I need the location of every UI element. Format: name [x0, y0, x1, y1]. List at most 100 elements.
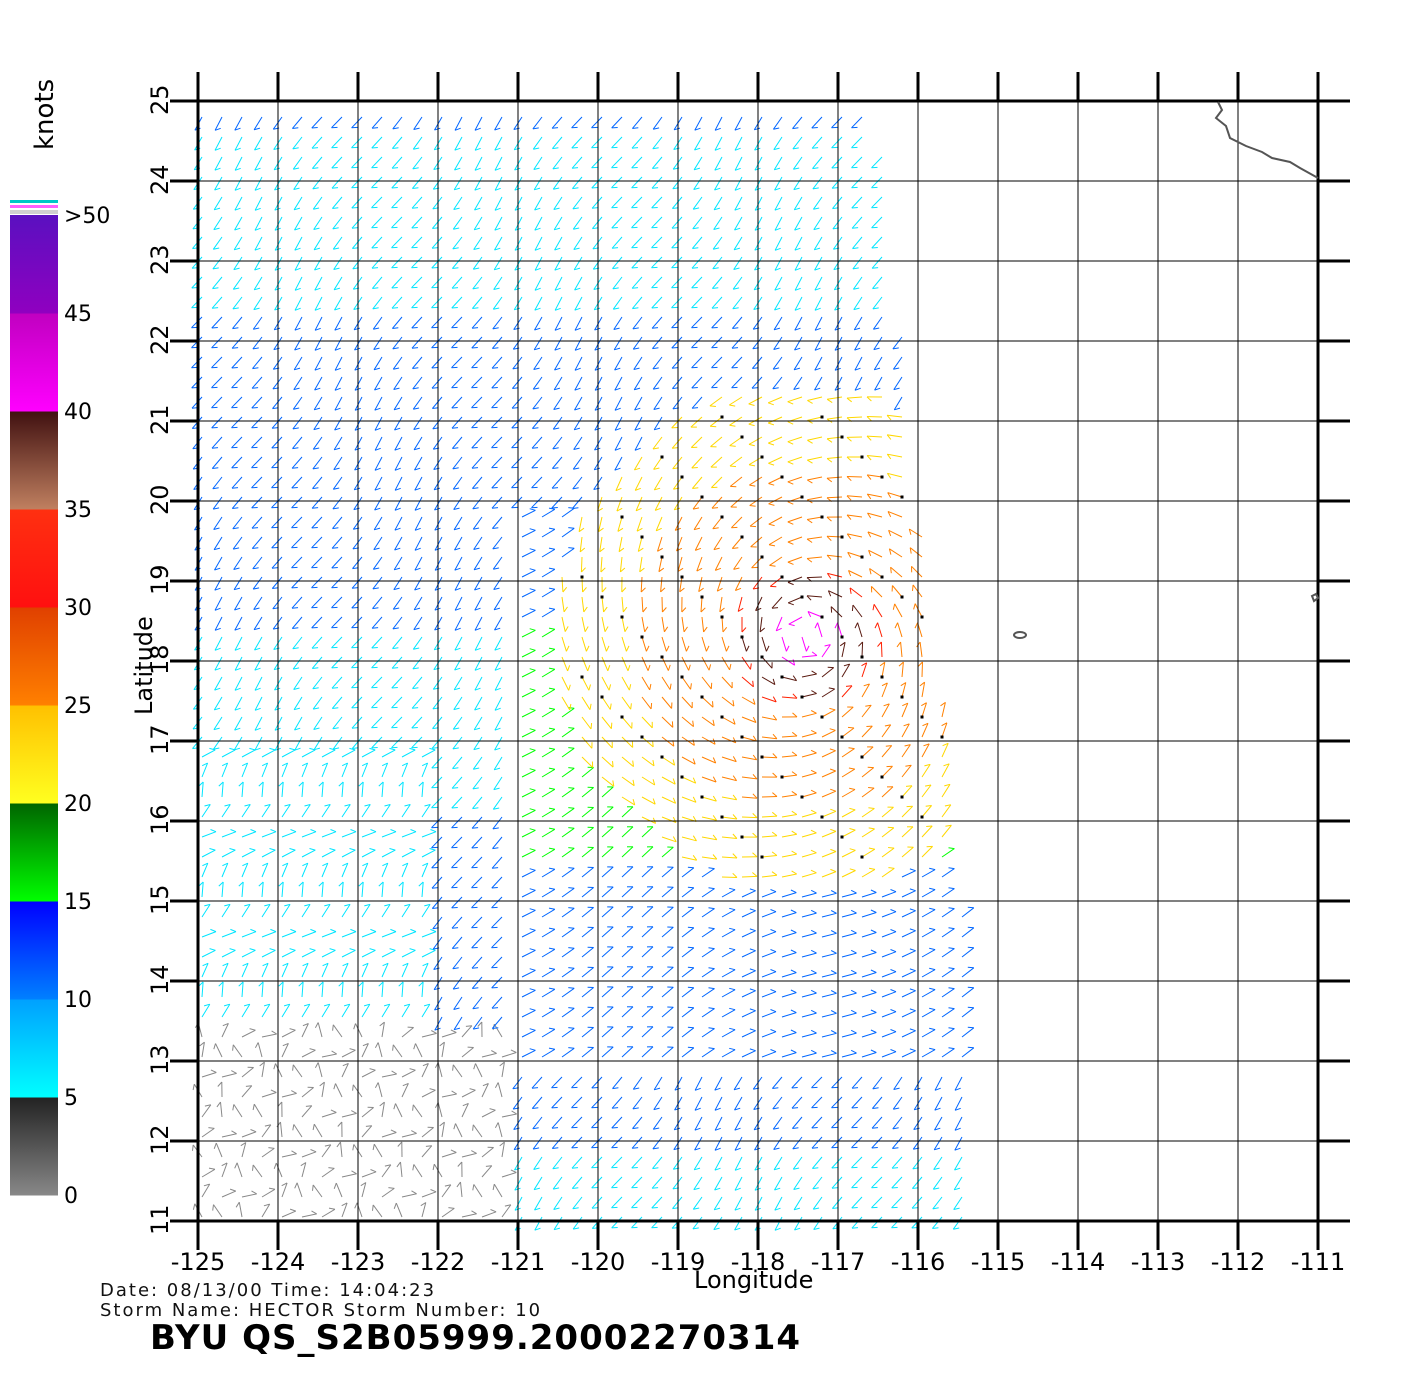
map-grid: [170, 72, 1350, 1250]
wind-barb: [774, 1216, 783, 1231]
wind-barb: [721, 1009, 736, 1018]
wind-barb: [521, 849, 536, 858]
wind-barb-flag: [814, 347, 821, 351]
wind-barb: [351, 176, 363, 189]
wind-barb: [432, 196, 443, 210]
wind-barb-flag: [872, 604, 875, 611]
wind-barb: [372, 296, 383, 310]
wind-barb: [621, 636, 627, 652]
wind-barb: [693, 1156, 703, 1171]
wind-barb: [793, 356, 803, 371]
wind-barb: [374, 456, 383, 471]
wind-barb: [481, 1211, 497, 1218]
wind-barb: [871, 586, 883, 598]
wind-barb: [401, 1132, 417, 1138]
rain-flag-dot: [680, 575, 684, 579]
wind-barb: [241, 1193, 257, 1198]
wind-barb-flag: [694, 1087, 701, 1091]
wind-barb-flag: [372, 587, 379, 590]
wind-barb: [553, 1216, 563, 1230]
wind-barb: [592, 216, 603, 229]
wind-barb: [332, 476, 343, 490]
wind-barb-flag: [854, 387, 861, 391]
wind-barb: [541, 748, 556, 758]
wind-barb-flag: [687, 926, 694, 929]
wind-barb-flag: [393, 587, 400, 591]
wind-barb: [761, 696, 777, 703]
wind-barb-flag: [252, 1164, 254, 1171]
wind-barb-flag: [713, 247, 720, 250]
wind-barb-flag: [967, 986, 974, 989]
wind-barb-flag: [752, 754, 758, 761]
wind-barb-flag: [732, 814, 738, 820]
wind-barb: [261, 749, 276, 758]
wind-barb-flag: [529, 788, 536, 791]
wind-barb-flag: [330, 928, 337, 933]
wind-barb: [934, 1096, 943, 1111]
wind-barb: [431, 876, 443, 889]
wind-barb: [431, 376, 443, 389]
wind-barb: [874, 376, 883, 391]
wind-barb: [713, 536, 723, 550]
wind-barb: [472, 796, 483, 809]
wind-barb-flag: [868, 867, 876, 870]
wind-barb: [474, 196, 483, 211]
wind-barb: [812, 196, 823, 210]
wind-barb: [221, 949, 236, 958]
wind-barb: [817, 622, 823, 638]
wind-barb-flag: [887, 826, 894, 829]
wind-barb-flag: [477, 1021, 483, 1027]
wind-barb-flag: [504, 1204, 511, 1207]
wind-barb: [401, 1193, 417, 1198]
wind-barb-flag: [773, 127, 780, 130]
wind-barb-flag: [223, 1003, 230, 1007]
wind-barb: [812, 1176, 823, 1190]
wind-barb-flag: [850, 1049, 857, 1054]
wind-barb: [867, 512, 883, 518]
rain-flag-dot: [600, 595, 604, 599]
wind-barb: [634, 436, 643, 451]
wind-barb: [631, 1156, 643, 1169]
wind-barb-flag: [499, 1141, 505, 1147]
wind-barb: [213, 516, 223, 530]
wind-barb-flag: [774, 1187, 781, 1191]
wind-barb-flag: [791, 751, 798, 756]
wind-barb: [494, 696, 503, 711]
wind-barb-flag: [914, 1107, 921, 1111]
wind-barb-flag: [238, 981, 244, 987]
wind-barb-flag: [691, 387, 698, 389]
wind-barb-flag: [750, 525, 757, 528]
y-tick-label: 11: [146, 1204, 174, 1235]
wind-barb-flag: [534, 207, 541, 211]
wind-barb: [841, 829, 856, 838]
wind-barb-flag: [394, 547, 401, 551]
wind-barb: [671, 216, 683, 229]
wind-barb-flag: [294, 307, 301, 311]
wind-barb-flag: [650, 702, 653, 709]
wind-barb: [787, 536, 803, 543]
wind-barb-flag: [829, 748, 836, 752]
wind-barb-flag: [769, 564, 776, 567]
wind-barb-flag: [258, 781, 264, 787]
wind-barb: [578, 516, 583, 532]
wind-barb: [381, 781, 384, 798]
wind-barb-flag: [290, 928, 297, 933]
wind-barb-flag: [693, 1187, 700, 1191]
wind-barb: [572, 176, 583, 189]
wind-barb-flag: [642, 606, 648, 613]
wind-barb: [640, 576, 643, 593]
wind-barb: [701, 856, 717, 860]
wind-barb: [301, 863, 309, 878]
wind-barb: [801, 872, 817, 878]
wind-barb: [901, 1050, 916, 1058]
wind-barb-flag: [294, 727, 301, 731]
wind-barb-flag: [529, 968, 536, 971]
wind-barb-flag: [908, 528, 912, 535]
wind-barb: [221, 904, 231, 918]
wind-barb-flag: [734, 1207, 741, 1211]
wind-barb-flag: [948, 867, 955, 870]
wind-barb: [441, 1122, 445, 1138]
wind-barb: [591, 136, 603, 149]
wind-barb: [581, 807, 594, 818]
wind-barb-flag: [234, 147, 241, 151]
